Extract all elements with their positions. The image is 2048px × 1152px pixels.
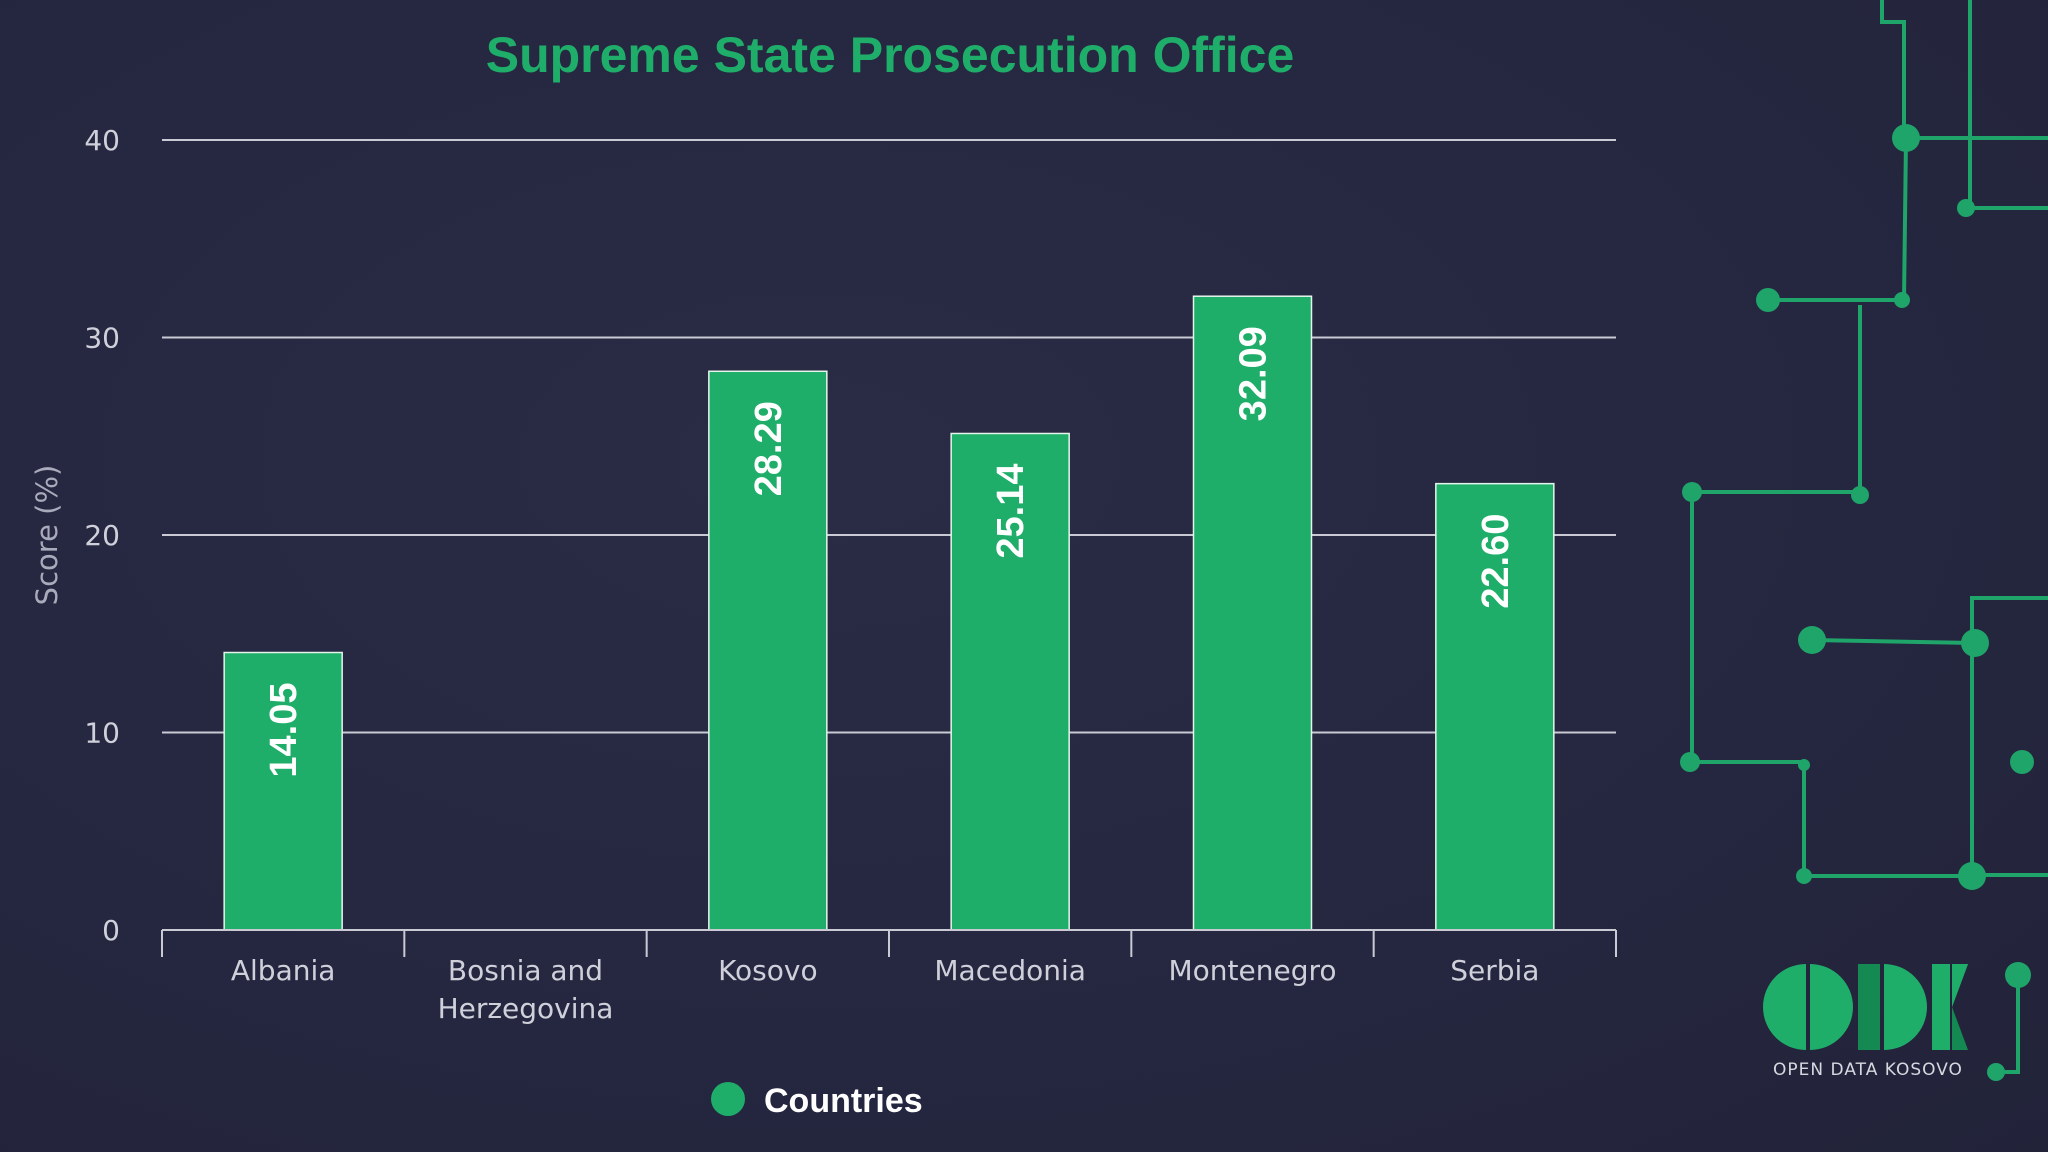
circuit-node [1957, 199, 1975, 217]
y-tick-label: 0 [102, 914, 120, 947]
circuit-node [1682, 482, 1702, 502]
circuit-node [1892, 124, 1920, 152]
circuit-node [1756, 288, 1780, 312]
bar-value-label: 14.05 [263, 683, 305, 778]
legend-marker [711, 1082, 745, 1116]
bar-value-label: 28.29 [748, 401, 790, 496]
logo-o-right-shape [1810, 964, 1853, 1050]
x-tick-label: Kosovo [718, 954, 818, 987]
chart-title: Supreme State Prosecution Office [486, 27, 1295, 83]
x-tick-label: Bosnia and Herzegovina [438, 954, 614, 1025]
circuit-node [1961, 629, 1989, 657]
logo-d-bowl-shape [1884, 964, 1927, 1050]
y-axis: 0 10 20 30 40 [84, 124, 120, 947]
logo-k-stem-shape [1932, 964, 1950, 1050]
bar-value-label: 25.14 [990, 463, 1032, 558]
logo-k-arm-shape [1952, 964, 1968, 1007]
circuit-trace [1811, 638, 1976, 645]
bar-montenegro[interactable] [1192, 295, 1313, 931]
legend-label: Countries [764, 1082, 923, 1120]
x-tick-label: Serbia [1450, 954, 1539, 987]
x-tick-label: Macedonia [934, 954, 1086, 987]
gridlines [162, 139, 1616, 734]
bar-value-label: 22.60 [1475, 514, 1517, 609]
bar-kosovo[interactable] [708, 370, 828, 931]
odk-logo: OPEN DATA KOSOVO [1763, 964, 1968, 1080]
logo-tagline: OPEN DATA KOSOVO [1773, 1060, 1963, 1080]
circuit-node [1798, 759, 1810, 771]
bars: 14.05 28.29 25.14 32.09 22.60 [223, 295, 1555, 931]
x-tick-label: Albania [231, 954, 336, 987]
circuit-node [2005, 962, 2031, 988]
bar-serbia[interactable] [1435, 482, 1555, 931]
circuit-trace [1968, 0, 2048, 210]
bar-value-label: 32.09 [1233, 326, 1275, 421]
circuit-node [1958, 862, 1986, 890]
legend[interactable]: Countries [711, 1082, 923, 1120]
circuit-trace [1880, 0, 2048, 140]
y-axis-title: Score (%) [30, 465, 64, 606]
circuit-trace [1770, 137, 1908, 302]
y-tick-label: 30 [84, 322, 120, 355]
circuit-trace [1996, 980, 2020, 1074]
circuit-trace [1690, 305, 2048, 878]
logo-d-stem-shape [1858, 964, 1880, 1050]
circuit-node [1798, 626, 1826, 654]
circuit-node [1987, 1063, 2005, 1081]
y-tick-label: 10 [84, 717, 120, 750]
x-tick-labels: Albania Bosnia and Herzegovina Kosovo Macedo… [231, 954, 1540, 1025]
x-axis [161, 929, 1617, 957]
bar-macedonia[interactable] [950, 432, 1070, 931]
circuit-decoration [1680, 0, 2048, 1081]
x-tick-label: Montenegro [1168, 954, 1336, 987]
circuit-node [1680, 752, 1700, 772]
y-tick-label: 40 [84, 124, 120, 157]
odk-logo-mark [1763, 964, 1968, 1050]
circuit-node [1796, 868, 1812, 884]
circuit-node [1851, 486, 1869, 504]
circuit-node [1894, 292, 1910, 308]
logo-k-leg-shape [1952, 1007, 1968, 1050]
logo-o-left-shape [1763, 964, 1806, 1050]
circuit-node [2010, 750, 2034, 774]
y-tick-label: 20 [84, 519, 120, 552]
